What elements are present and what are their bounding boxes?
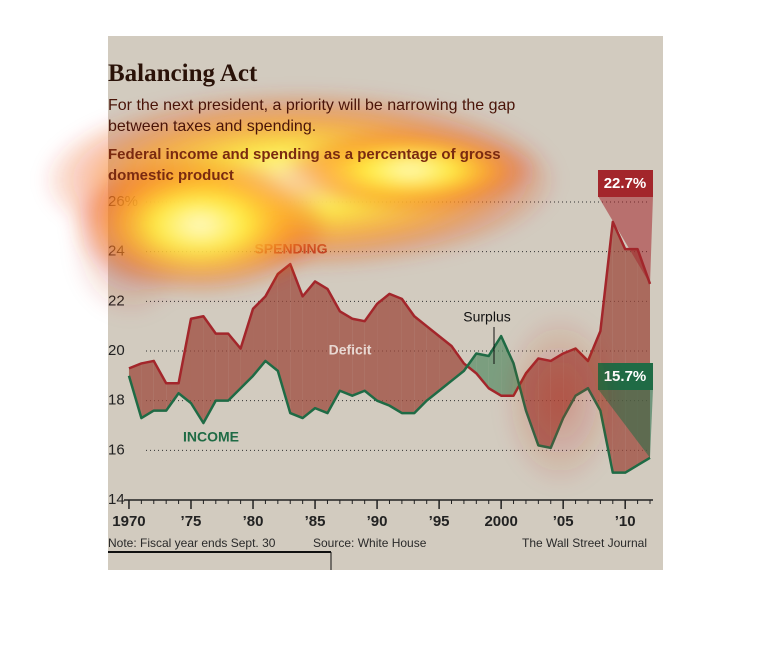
- area-label: Deficit: [329, 342, 372, 358]
- x-tick-label: ’95: [429, 513, 450, 530]
- deficit-area: [166, 383, 179, 411]
- source: Source: White House: [313, 536, 427, 550]
- deficit-area: [377, 293, 390, 406]
- y-tick-label: 22: [108, 292, 125, 309]
- deficit-area: [265, 274, 278, 371]
- x-tick-label: ’80: [243, 513, 264, 530]
- deficit-area: [389, 293, 402, 414]
- deficit-area: [253, 296, 266, 376]
- deficit-area: [364, 303, 378, 401]
- deficit-area: [141, 360, 154, 419]
- title: Balancing Act: [108, 60, 258, 87]
- deficit-area: [215, 333, 229, 401]
- deficit-area: [538, 358, 551, 448]
- x-tick-label: ’10: [615, 513, 636, 530]
- deficit-area: [439, 336, 452, 391]
- surplus-area: [488, 336, 502, 396]
- x-tick-label: ’75: [181, 513, 202, 530]
- deficit-area: [290, 264, 303, 419]
- y-tick-label: 14: [108, 491, 125, 508]
- deficit-area: [302, 281, 316, 419]
- deficit-area: [277, 264, 291, 414]
- y-tick-label: 20: [108, 342, 125, 359]
- deficit-area: [327, 288, 340, 414]
- x-tick-label: ’85: [305, 513, 326, 530]
- surplus-area: [476, 353, 489, 389]
- note: Note: Fiscal year ends Sept. 30: [108, 536, 276, 550]
- deficit-area: [339, 311, 353, 396]
- x-tick-label: ’90: [367, 513, 388, 530]
- series-label: INCOME: [183, 429, 239, 445]
- y-tick-label: 24: [108, 243, 125, 260]
- deficit-area: [228, 333, 241, 401]
- subtitle: For the next president, a priority will …: [108, 97, 516, 135]
- deficit-area: [426, 326, 440, 401]
- x-tick-label: 1970: [112, 513, 145, 530]
- series-label: SPENDING: [254, 241, 327, 257]
- credit: The Wall Street Journal: [522, 536, 647, 550]
- area-label: Surplus: [463, 309, 510, 325]
- label-connector: [598, 196, 653, 284]
- deficit-area: [401, 298, 415, 414]
- deficit-area: [612, 221, 626, 473]
- deficit-area: [625, 249, 638, 473]
- deficit-area: [190, 316, 204, 424]
- deficit-area: [352, 318, 365, 396]
- deficit-area: [315, 281, 328, 414]
- y-tick-label: 18: [108, 392, 125, 409]
- x-tick-label: 2000: [484, 513, 517, 530]
- deficit-area: [203, 316, 216, 424]
- footer: Note: Fiscal year ends Sept. 30 Source: …: [108, 536, 647, 570]
- chart-description: Federal income and spending as a percent…: [108, 146, 501, 184]
- y-tick-label: 16: [108, 441, 125, 458]
- x-tick-label: ’05: [553, 513, 574, 530]
- value-label: 15.7%: [604, 368, 647, 385]
- y-tick-label: 26%: [108, 193, 138, 210]
- deficit-area: [414, 316, 427, 414]
- deficit-area: [240, 308, 254, 389]
- value-label-box: [598, 170, 653, 197]
- value-label: 22.7%: [604, 175, 647, 192]
- deficit-area: [153, 360, 167, 411]
